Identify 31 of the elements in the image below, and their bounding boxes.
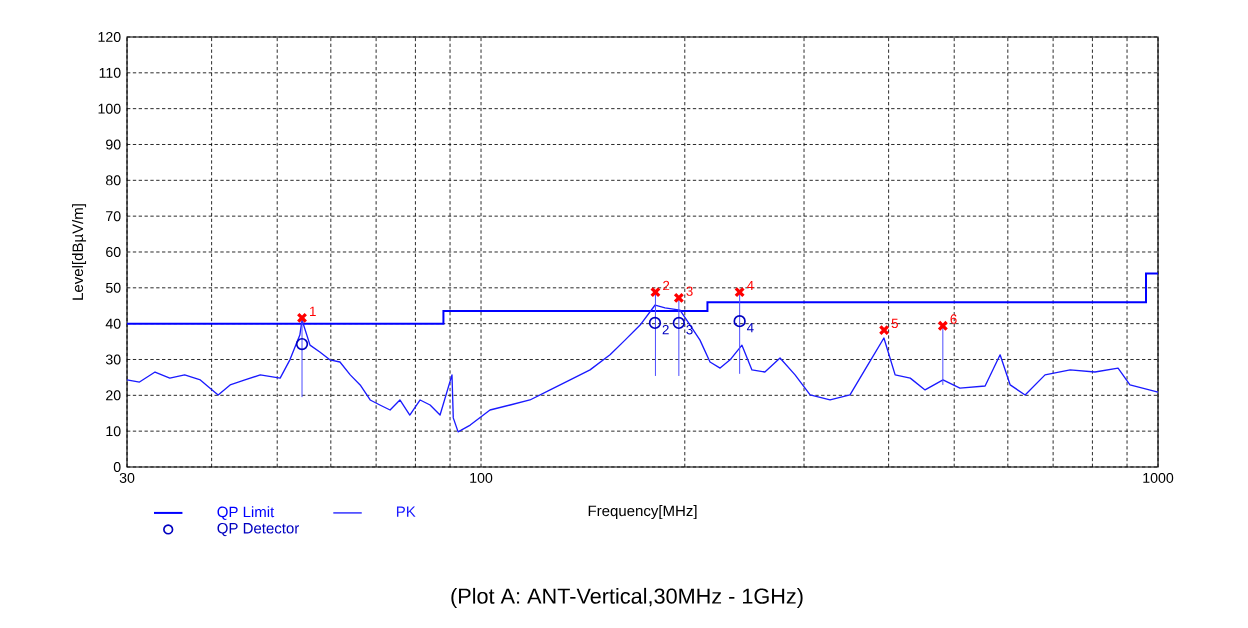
y-tick-label: 50 xyxy=(105,282,121,293)
annotation: 2 xyxy=(662,324,669,335)
annotation: 2 xyxy=(663,280,670,291)
x-axis-title: Frequency[MHz] xyxy=(588,505,697,520)
y-tick-label: 90 xyxy=(106,139,121,150)
annotation: 3 xyxy=(686,286,693,296)
x-tick-label: 100 xyxy=(470,472,493,483)
annotation: 5 xyxy=(891,318,898,329)
text: QP Detector xyxy=(217,522,300,537)
y-tick-label: 70 xyxy=(106,211,121,222)
y-tick-label: 80 xyxy=(106,175,121,186)
annotation: 3 xyxy=(686,324,693,335)
annotation: 6 xyxy=(950,314,957,324)
annotation: 4 xyxy=(746,280,754,291)
x-tick-label: 30 xyxy=(119,472,135,483)
annotation: 4 xyxy=(746,323,754,333)
y-axis-title: Level[dBµV/m] xyxy=(72,204,87,300)
text: (Plot A: ANT-Vertical,30MHz - 1GHz) xyxy=(451,587,803,609)
y-tick-label: 20 xyxy=(106,390,121,401)
annotation: 1 xyxy=(310,306,316,316)
y-tick-label: 100 xyxy=(98,103,121,114)
y-tick-label: 120 xyxy=(98,31,121,42)
y-tick-label: 110 xyxy=(99,67,121,78)
y-tick-label: 40 xyxy=(105,318,121,329)
y-tick-label: 60 xyxy=(106,246,121,257)
y-tick-label: 0 xyxy=(113,461,121,472)
x-tick-label: 1000 xyxy=(1143,472,1174,483)
y-tick-label: 10 xyxy=(106,426,121,437)
y-tick-label: 30 xyxy=(105,354,121,365)
legend-label: QP Limit xyxy=(217,506,275,520)
legend-label: PK xyxy=(396,506,416,517)
